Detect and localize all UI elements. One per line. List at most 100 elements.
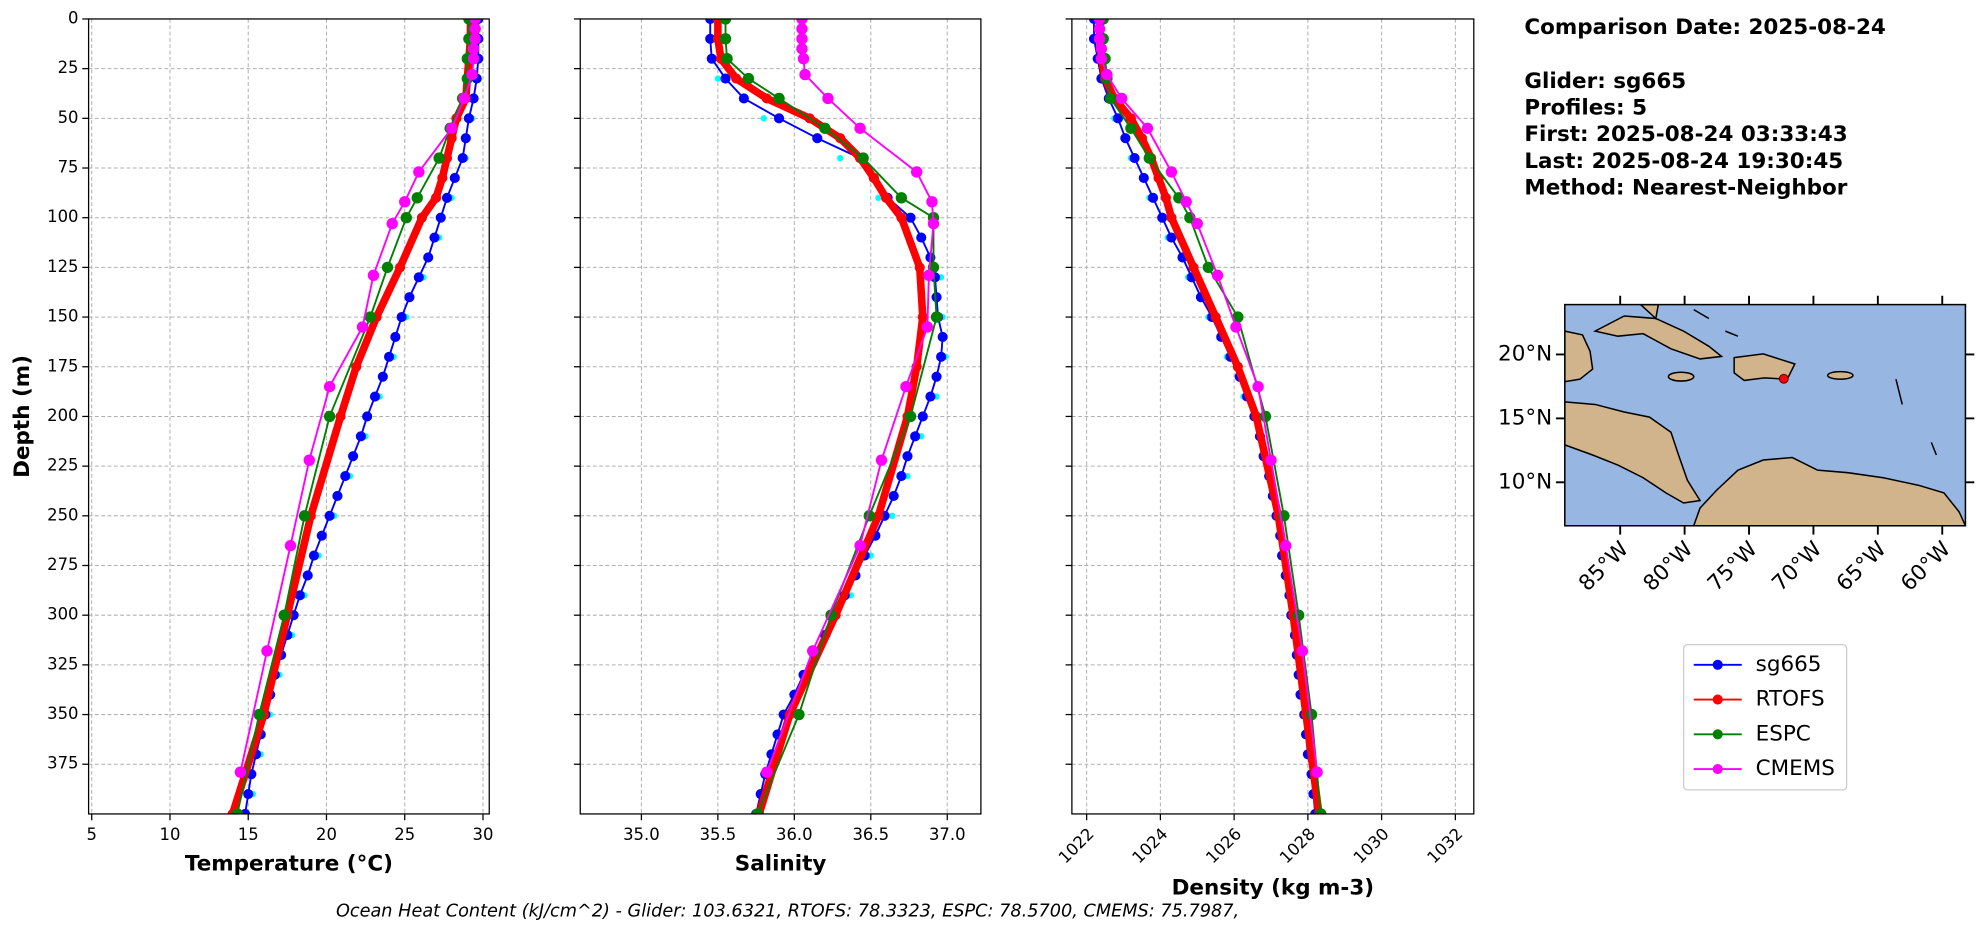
profile-point	[253, 708, 265, 721]
profile-point	[854, 122, 866, 134]
profile-point	[888, 490, 899, 501]
plot-area	[705, 18, 949, 814]
profile-point	[881, 192, 892, 203]
x-axis-label: Temperature (°C)	[185, 851, 393, 876]
info-text: Comparison Date: 2025-08-24	[1524, 15, 1885, 40]
cuba	[1592, 315, 1724, 360]
profile-point	[917, 312, 928, 323]
profile-point	[738, 93, 749, 104]
profile-point	[1166, 212, 1177, 223]
legend-label: ESPC	[1756, 721, 1811, 746]
profile-point	[449, 172, 460, 184]
profile-point	[719, 18, 732, 25]
profile-point	[889, 512, 896, 519]
profile-point	[910, 431, 921, 442]
plot-area	[1088, 18, 1327, 814]
x-tick-label: 37.0	[929, 825, 966, 844]
profile-point	[446, 133, 457, 144]
profile-point	[413, 166, 425, 178]
profile-point	[377, 371, 388, 382]
legend-box	[1682, 643, 1848, 791]
y-axis-label: Depth (m)	[10, 355, 35, 478]
profile-point	[1188, 262, 1199, 273]
profile-point	[875, 454, 888, 466]
profile-point	[1141, 122, 1154, 134]
info-text: Last: 2025-08-24 19:30:45	[1524, 149, 1843, 174]
profile-point	[796, 43, 808, 55]
profile-point	[468, 93, 479, 104]
profile-point	[1157, 212, 1168, 223]
profile-point	[294, 590, 305, 601]
profile-point	[399, 196, 411, 208]
profile-point	[433, 152, 445, 164]
x-axis-label: Density (kg m-3)	[1172, 876, 1375, 901]
axes-frame	[579, 18, 982, 815]
profile-point	[904, 410, 917, 423]
profile-point	[298, 510, 311, 522]
x-tick-label: 1028	[1276, 824, 1319, 867]
profile-point	[441, 192, 453, 203]
profile-point	[430, 192, 442, 203]
profile-point	[423, 252, 434, 263]
profile-point	[1252, 380, 1264, 393]
south-america	[1692, 456, 1966, 526]
footer: Ocean Heat Content (kJ/cm^2) - Glider: 1…	[336, 901, 1239, 921]
map-y-tick-label: 15°N	[1498, 405, 1552, 430]
legend-label: RTOFS	[1756, 687, 1825, 712]
y-tick-label: 100	[47, 207, 78, 226]
profile-point	[799, 68, 811, 81]
profile-point	[1296, 645, 1309, 657]
profile-point	[905, 212, 916, 223]
profile-point	[902, 451, 913, 462]
profile-point	[835, 133, 846, 144]
profile-point	[386, 217, 398, 230]
profile-point	[467, 53, 480, 65]
x-tick-label: 1022	[1055, 824, 1098, 867]
profile-point	[308, 550, 320, 561]
profile-point	[1101, 68, 1113, 81]
profile-point	[1093, 23, 1106, 35]
legend-marker	[1712, 729, 1723, 740]
profile-point	[910, 166, 923, 178]
profile-point	[1211, 269, 1224, 282]
map-x-tick-label: 65°W	[1832, 537, 1892, 597]
y-tick-label: 50	[58, 108, 79, 127]
profile-point	[1160, 192, 1171, 203]
profile-point	[364, 311, 376, 323]
glider-location	[1778, 373, 1789, 384]
x-tick-label: 36.5	[852, 825, 889, 844]
profile-point	[854, 539, 866, 552]
profile-point	[390, 331, 401, 343]
profile-point	[837, 154, 844, 162]
profile-point	[875, 194, 882, 201]
profile-point	[302, 570, 313, 581]
puerto-rico	[1826, 370, 1854, 380]
profile-point	[857, 152, 869, 164]
profile-point	[457, 153, 468, 164]
profile-point	[1202, 261, 1215, 274]
profile-point	[332, 490, 343, 501]
profile-point	[868, 172, 879, 184]
profile-point	[1125, 122, 1137, 134]
profile-point	[460, 133, 471, 144]
profile-point	[429, 232, 440, 243]
profile-point	[243, 789, 254, 800]
profile-point	[278, 609, 290, 621]
profile-point	[1210, 312, 1221, 323]
profile-point	[1232, 311, 1244, 323]
x-tick-label: 15	[238, 825, 259, 844]
profile-point	[900, 380, 912, 393]
profile-point	[381, 261, 394, 274]
profile-point	[1315, 808, 1327, 814]
y-tick-label: 275	[47, 555, 78, 574]
axes-frame	[87, 18, 490, 815]
y-tick-label: 200	[47, 406, 78, 425]
profile-point	[369, 391, 381, 402]
x-tick-label: 5	[87, 825, 97, 844]
profile-point	[926, 196, 938, 208]
x-tick-label: 20	[316, 825, 337, 844]
profile-line	[236, 18, 470, 814]
profile-point	[773, 113, 785, 124]
profile-point	[437, 172, 448, 184]
